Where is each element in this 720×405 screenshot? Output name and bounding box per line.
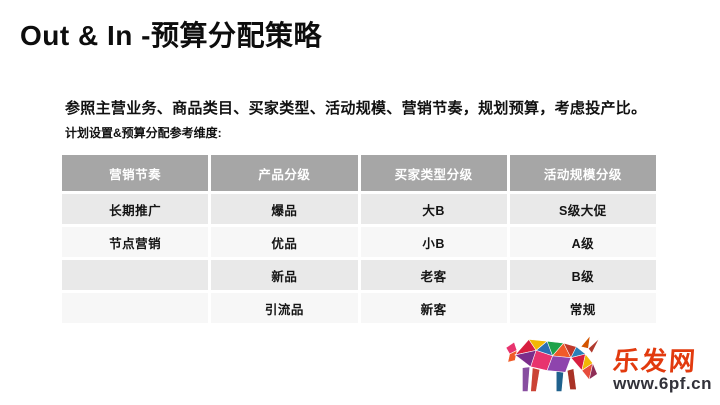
slide-subtitle: 参照主营业务、商品类目、买家类型、活动规模、营销节奏，规划预算，考虑投产比。 — [65, 100, 647, 117]
table-row: 引流品 新客 常规 — [62, 293, 656, 323]
watermark-site-name: 乐发网 — [612, 345, 699, 376]
table-cell: B级 — [509, 260, 656, 290]
table-cell: 新客 — [360, 293, 507, 323]
table-cell: 大B — [360, 194, 507, 224]
table-cell: 常规 — [509, 293, 656, 323]
table-cell: A级 — [509, 227, 656, 257]
watermark-text: 乐发网 www.6pf.cn — [612, 345, 712, 397]
table-row: 节点营销 优品 小B A级 — [62, 227, 656, 257]
column-header: 买家类型分级 — [360, 155, 507, 191]
table-header-row: 营销节奏 产品分级 买家类型分级 活动规模分级 — [62, 155, 656, 191]
table-row: 新品 老客 B级 — [62, 260, 656, 290]
table-cell — [62, 293, 209, 323]
table-cell: 节点营销 — [62, 227, 209, 257]
watermark: 乐发网 www.6pf.cn — [501, 333, 712, 397]
table-row: 长期推广 爆品 大B S级大促 — [62, 194, 656, 224]
watermark-site-url: www.6pf.cn — [613, 373, 712, 393]
table-cell: 优品 — [211, 227, 358, 257]
column-header: 活动规模分级 — [509, 155, 656, 191]
table-cell: S级大促 — [509, 194, 656, 224]
table-body: 长期推广 爆品 大B S级大促 节点营销 优品 小B A级 新品 老客 B级 引流品 新客 常规 — [62, 194, 656, 323]
table-cell: 老客 — [360, 260, 507, 290]
table-caption: 计划设置&预算分配参考维度: — [65, 126, 222, 140]
bull-logo-icon — [505, 334, 600, 392]
table-cell: 爆品 — [211, 194, 358, 224]
reference-table: 营销节奏 产品分级 买家类型分级 活动规模分级 长期推广 爆品 大B S级大促 节点营销 优品小… — [59, 152, 659, 326]
table-cell: 长期推广 — [62, 194, 209, 224]
page-title: Out & In -预算分配策略 — [20, 20, 322, 51]
table-cell — [62, 260, 209, 290]
column-header: 产品分级 — [211, 155, 358, 191]
table-cell: 引流品 — [211, 293, 358, 323]
column-header: 营销节奏 — [62, 155, 209, 191]
table-cell: 新品 — [211, 260, 358, 290]
table-cell: 小B — [360, 227, 507, 257]
